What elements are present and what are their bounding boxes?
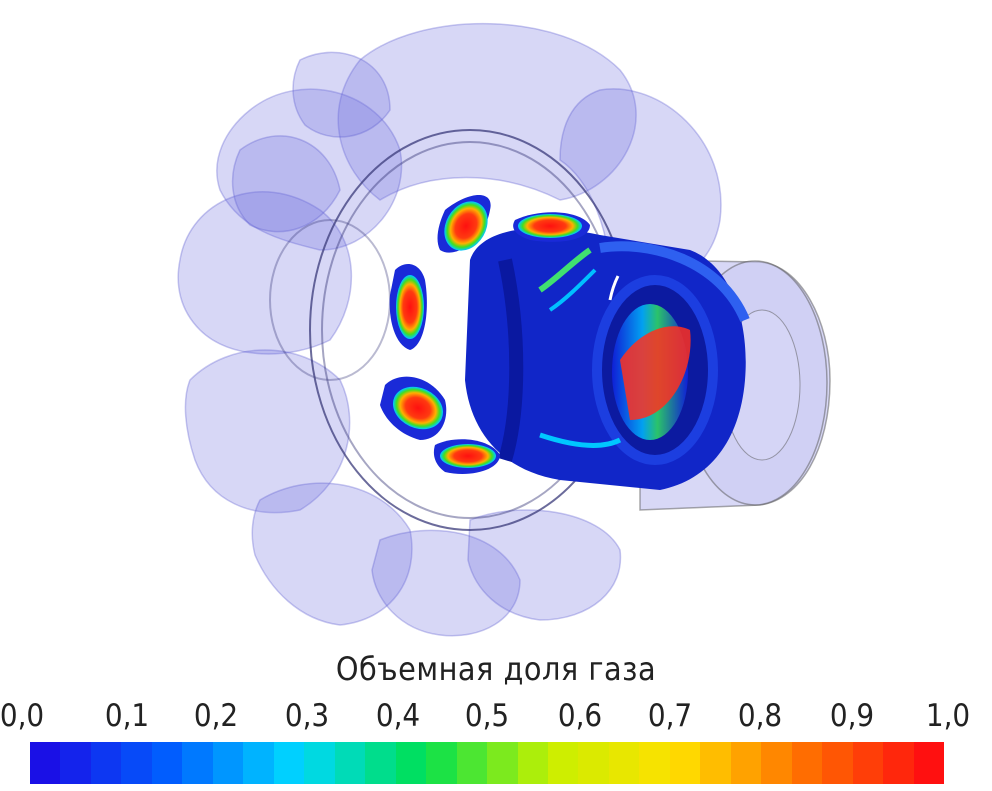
- tick-label: 0,4: [375, 698, 421, 734]
- colorbar-cell: [90, 742, 122, 784]
- tick-label: 0,7: [647, 698, 693, 734]
- impeller-blades: [177, 23, 722, 637]
- tick-label: 0,2: [193, 698, 239, 734]
- colorbar-cell: [669, 742, 701, 784]
- colorbar-ticks: 0,0 0,1 0,2 0,3 0,4 0,5 0,6 0,7 0,8 0,9 …: [0, 698, 992, 738]
- colorbar-cell: [608, 742, 640, 784]
- colorbar-cell: [547, 742, 579, 784]
- tick-label: 0,9: [829, 698, 875, 734]
- tick-label: 0,3: [284, 698, 330, 734]
- colorbar-cell: [334, 742, 366, 784]
- colorbar-cell: [30, 742, 61, 784]
- colorbar-cell: [456, 742, 488, 784]
- colorbar-cell: [700, 742, 731, 784]
- tick-label: 1,0: [925, 698, 971, 734]
- tick-label: 0,6: [557, 698, 603, 734]
- colorbar-cell: [517, 742, 548, 784]
- colorbar-cell: [60, 742, 91, 784]
- colorbar-cell: [426, 742, 457, 784]
- colorbar-cell: [395, 742, 427, 784]
- colorbar-cell: [151, 742, 183, 784]
- colorbar-cell: [761, 742, 792, 784]
- colorbar-cell: [578, 742, 609, 784]
- colorbar-cell: [730, 742, 762, 784]
- gas-pockets: [380, 195, 590, 475]
- turbine-volume-fraction-image: [177, 23, 831, 637]
- colorbar-cell: [639, 742, 670, 784]
- simulation-render: [177, 23, 831, 637]
- tick-label: 0,1: [104, 698, 150, 734]
- colorbar-cell: [487, 742, 518, 784]
- legend-title: Объемная доля газа: [335, 650, 657, 688]
- tick-label: 0,0: [0, 698, 45, 734]
- tick-label: 0,8: [737, 698, 783, 734]
- colorbar: [30, 742, 945, 784]
- colorbar-cell: [791, 742, 823, 784]
- colorbar-cell: [365, 742, 396, 784]
- colorbar-cell: [822, 742, 853, 784]
- colorbar-cell: [852, 742, 884, 784]
- colorbar-cell: [913, 742, 945, 784]
- colorbar-cell: [883, 742, 914, 784]
- tick-label: 0,5: [464, 698, 510, 734]
- rotor-drum: [465, 228, 750, 491]
- colorbar-cell: [304, 742, 335, 784]
- colorbar-cell: [212, 742, 244, 784]
- colorbar-cell: [243, 742, 274, 784]
- colorbar-cell: [182, 742, 213, 784]
- colorbar-cell: [273, 742, 305, 784]
- colorbar-cell: [121, 742, 152, 784]
